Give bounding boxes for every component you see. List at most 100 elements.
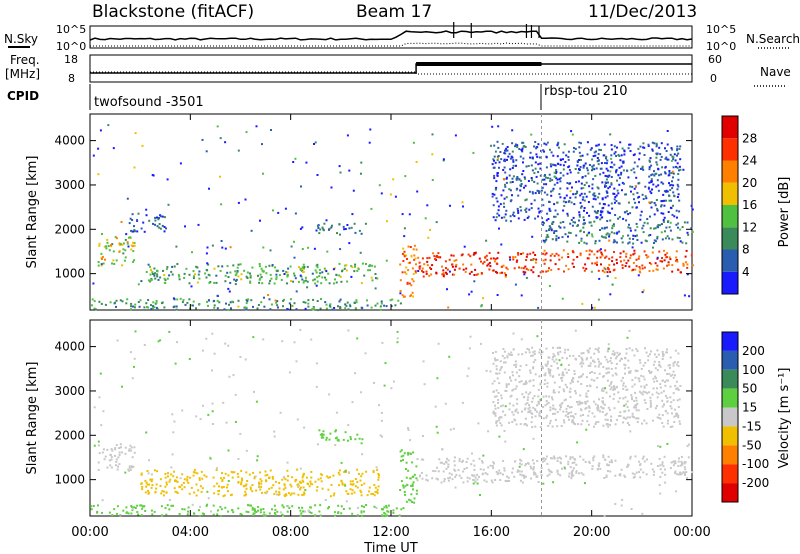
data-cell xyxy=(528,406,531,409)
data-cell xyxy=(563,197,566,200)
data-cell xyxy=(404,271,407,274)
data-cell xyxy=(671,373,674,376)
data-cell xyxy=(403,255,406,258)
data-cell xyxy=(650,164,653,167)
data-cell xyxy=(656,396,659,399)
data-cell xyxy=(339,306,342,308)
colorbar-swatch xyxy=(722,205,738,228)
data-cell xyxy=(374,304,377,307)
data-cell xyxy=(548,470,551,473)
data-cell xyxy=(656,237,659,240)
data-cell xyxy=(196,472,199,475)
data-cell xyxy=(556,457,559,460)
data-cell xyxy=(531,192,534,195)
data-cell xyxy=(150,278,153,281)
data-cell xyxy=(538,414,541,417)
data-cell xyxy=(360,491,363,494)
data-cell xyxy=(278,491,281,494)
data-cell xyxy=(610,459,613,462)
date-title: 11/Dec/2013 xyxy=(588,2,697,22)
data-cell xyxy=(497,392,500,394)
station-title: Blackstone (fitACF) xyxy=(92,2,254,22)
data-cell xyxy=(377,485,380,488)
data-cell xyxy=(670,407,673,410)
data-cell xyxy=(517,194,520,197)
data-cell xyxy=(509,200,512,203)
data-cell xyxy=(660,142,663,145)
data-cell xyxy=(399,302,402,305)
data-cell xyxy=(497,205,500,208)
data-cell xyxy=(573,147,575,149)
data-cell xyxy=(333,307,336,309)
data-cell xyxy=(98,396,101,399)
data-cell xyxy=(537,306,540,309)
data-cell xyxy=(581,154,584,157)
data-cell xyxy=(616,146,618,149)
data-cell xyxy=(625,252,628,255)
data-cell xyxy=(660,212,663,215)
data-cell xyxy=(642,289,645,292)
data-cell xyxy=(562,174,565,177)
data-cell xyxy=(653,213,656,216)
data-cell xyxy=(569,387,572,390)
data-cell xyxy=(511,411,514,414)
data-cell xyxy=(500,394,503,397)
data-cell xyxy=(245,298,248,301)
data-cell xyxy=(501,271,504,274)
data-cell xyxy=(226,483,229,486)
data-cell xyxy=(588,461,591,464)
data-cell xyxy=(599,229,601,231)
data-cell xyxy=(289,483,292,486)
data-cell xyxy=(547,218,550,220)
data-cell xyxy=(550,396,553,399)
data-cell xyxy=(231,300,234,303)
data-cell xyxy=(125,233,128,236)
data-cell xyxy=(445,272,448,275)
data-cell xyxy=(128,222,131,225)
data-cell xyxy=(546,141,549,144)
data-cell xyxy=(657,364,660,367)
data-cell xyxy=(246,271,249,274)
data-cell xyxy=(596,377,599,379)
data-cell xyxy=(428,274,431,277)
data-cell xyxy=(611,283,614,286)
data-cell xyxy=(495,421,498,424)
data-cell xyxy=(374,287,377,290)
data-cell xyxy=(133,451,136,454)
data-cell xyxy=(369,128,372,131)
data-cell xyxy=(619,256,622,259)
data-cell xyxy=(374,490,377,493)
data-cell xyxy=(319,504,322,507)
data-cell xyxy=(319,514,322,517)
data-cell xyxy=(268,487,271,490)
data-cell xyxy=(247,298,250,301)
data-cell xyxy=(574,221,576,224)
data-cell xyxy=(587,405,590,408)
data-cell xyxy=(170,466,173,469)
data-cell xyxy=(258,265,261,268)
data-cell xyxy=(648,262,651,264)
data-cell xyxy=(588,164,591,166)
data-cell xyxy=(318,429,321,432)
data-cell xyxy=(558,373,561,376)
data-cell xyxy=(656,163,659,166)
data-cell xyxy=(608,384,611,387)
data-cell xyxy=(568,406,571,409)
data-cell xyxy=(608,257,611,260)
data-cell xyxy=(558,225,560,228)
data-cell xyxy=(259,471,262,474)
data-cell xyxy=(556,144,559,147)
data-cell xyxy=(448,472,451,475)
data-cell xyxy=(228,375,231,378)
data-cell xyxy=(556,143,559,146)
data-cell xyxy=(629,430,632,433)
data-cell xyxy=(275,273,278,276)
data-cell xyxy=(622,387,625,390)
data-cell xyxy=(549,372,551,375)
data-cell xyxy=(316,266,319,269)
data-cell xyxy=(169,478,172,481)
data-cell xyxy=(360,442,363,445)
data-cell xyxy=(478,475,480,478)
data-cell xyxy=(662,267,665,270)
data-cell xyxy=(509,157,512,160)
